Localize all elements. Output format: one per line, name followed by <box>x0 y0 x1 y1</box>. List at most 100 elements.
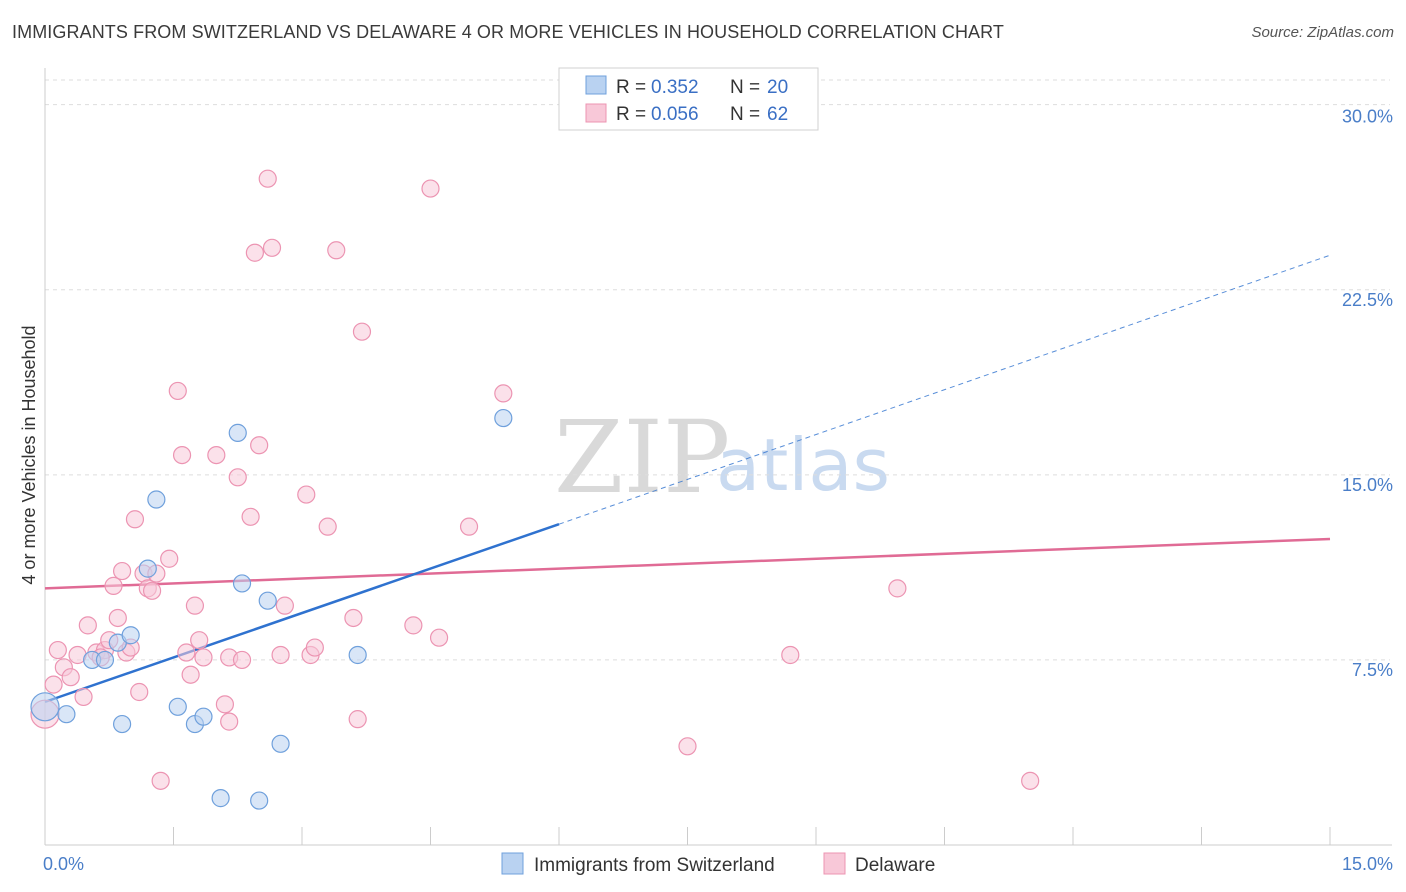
point-switzerland <box>250 791 269 810</box>
point-delaware <box>1021 771 1040 790</box>
point-delaware <box>421 179 440 198</box>
x-tick-label: 15.0% <box>1342 854 1393 874</box>
bottom-legend: Immigrants from Switzerland Delaware <box>501 852 935 876</box>
point-delaware <box>305 638 324 657</box>
point-delaware <box>429 628 449 647</box>
legend-n-value-1: 20 <box>767 77 788 98</box>
point-delaware <box>168 381 187 401</box>
watermark-zip: ZIP <box>554 399 730 516</box>
y-tick-label: 15.0% <box>1342 475 1393 495</box>
trend-lines <box>44 254 1331 704</box>
point-switzerland <box>147 490 166 509</box>
point-switzerland <box>30 692 60 722</box>
point-delaware <box>228 468 247 487</box>
legend-swatch-switzerland <box>585 75 607 95</box>
legend-r-value-2: 0.056 <box>651 104 699 125</box>
point-delaware <box>160 549 179 568</box>
legend-n-value-2: 62 <box>767 104 788 125</box>
point-delaware <box>318 517 337 536</box>
point-delaware <box>327 241 346 260</box>
point-switzerland <box>348 645 367 665</box>
legend-swatch-delaware <box>585 103 607 123</box>
point-switzerland <box>494 408 513 428</box>
point-delaware <box>190 631 209 650</box>
point-delaware <box>104 576 123 595</box>
x-tick-labels: 0.0% 15.0% <box>43 854 1393 874</box>
point-switzerland <box>211 789 230 808</box>
point-switzerland <box>112 714 132 734</box>
legend-r-label-1: R = <box>616 77 646 98</box>
point-switzerland <box>228 423 247 442</box>
legend-n-label-2: N = <box>730 104 760 125</box>
chart-title: IMMIGRANTS FROM SWITZERLAND VS DELAWARE … <box>12 22 1005 42</box>
point-delaware <box>258 169 277 188</box>
y-tick-label: 22.5% <box>1342 290 1393 310</box>
y-tick-labels: 7.5% 15.0% 22.5% 30.0% <box>1342 107 1393 680</box>
point-delaware <box>888 579 907 598</box>
point-delaware <box>177 643 196 662</box>
point-delaware <box>241 507 260 526</box>
trend-line-switzerland-extension <box>558 254 1331 525</box>
point-delaware <box>459 517 479 536</box>
data-points <box>30 169 1040 810</box>
point-delaware <box>215 695 234 714</box>
point-switzerland <box>232 574 252 593</box>
y-axis-label: 4 or more Vehicles in Household <box>19 325 39 584</box>
point-delaware <box>130 682 149 702</box>
point-delaware <box>142 581 162 600</box>
point-switzerland <box>168 697 187 716</box>
legend: R = 0.352 N = 20 R = 0.056 N = 62 <box>558 67 819 131</box>
point-delaware <box>181 665 200 684</box>
point-delaware <box>232 650 252 670</box>
point-delaware <box>125 510 145 529</box>
point-delaware <box>344 608 363 628</box>
point-delaware <box>112 561 132 581</box>
legend-n-label-1: N = <box>730 77 760 98</box>
point-switzerland <box>121 626 140 645</box>
point-switzerland <box>271 734 290 753</box>
bottom-legend-swatch-switzerland <box>501 852 524 875</box>
point-delaware <box>48 640 67 660</box>
point-switzerland <box>57 705 76 724</box>
point-switzerland <box>95 650 115 670</box>
point-delaware <box>404 616 423 635</box>
point-delaware <box>172 445 192 465</box>
x-tick-label: 0.0% <box>43 854 84 874</box>
point-delaware <box>245 243 264 262</box>
point-delaware <box>220 712 239 731</box>
legend-r-value-1: 0.352 <box>651 77 699 98</box>
point-delaware <box>275 596 294 615</box>
point-switzerland <box>258 591 277 610</box>
legend-r-label-2: R = <box>616 104 646 125</box>
point-delaware <box>262 238 282 257</box>
point-switzerland <box>138 559 157 578</box>
point-delaware <box>250 436 269 455</box>
point-delaware <box>207 445 226 465</box>
trend-line-switzerland <box>44 523 560 704</box>
point-delaware <box>108 608 127 628</box>
trend-line-delaware <box>44 537 1331 590</box>
y-tick-label: 30.0% <box>1342 107 1393 127</box>
point-delaware <box>61 668 80 687</box>
watermark: ZIP atlas <box>554 399 890 516</box>
point-delaware <box>271 645 290 665</box>
point-delaware <box>185 596 205 615</box>
point-delaware <box>194 648 213 667</box>
point-delaware <box>44 675 63 694</box>
source-credit: Source: ZipAtlas.com <box>1251 24 1394 41</box>
bottom-legend-swatch-delaware <box>823 852 846 875</box>
bottom-legend-label-switzerland: Immigrants from Switzerland <box>534 855 775 876</box>
point-delaware <box>494 384 513 403</box>
point-delaware <box>297 485 316 504</box>
point-delaware <box>78 616 97 635</box>
watermark-atlas: atlas <box>716 423 890 507</box>
point-delaware <box>151 771 170 790</box>
point-delaware <box>352 322 372 341</box>
point-delaware <box>348 710 367 729</box>
point-delaware <box>781 645 800 665</box>
y-tick-label: 7.5% <box>1352 660 1393 680</box>
point-delaware <box>74 687 93 707</box>
point-switzerland <box>194 707 213 726</box>
point-delaware <box>678 737 697 756</box>
